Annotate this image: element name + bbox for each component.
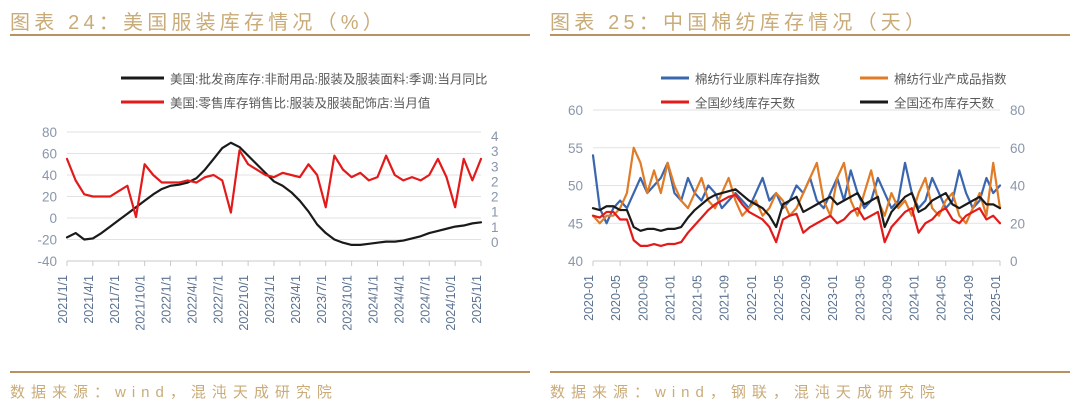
- svg-text:2025-01: 2025-01: [989, 275, 1003, 321]
- svg-text:1: 1: [491, 220, 499, 235]
- svg-text:2023-09: 2023-09: [880, 275, 894, 321]
- svg-text:2024/4/1: 2024/4/1: [392, 275, 406, 324]
- svg-text:1: 1: [491, 205, 499, 220]
- svg-text:2021/4/1: 2021/4/1: [82, 275, 96, 324]
- svg-text:2: 2: [491, 174, 499, 189]
- svg-text:2022/4/1: 2022/4/1: [185, 275, 199, 324]
- svg-text:2023-01: 2023-01: [826, 275, 840, 321]
- svg-text:2022/7/1: 2022/7/1: [211, 275, 225, 324]
- svg-text:2021-01: 2021-01: [663, 275, 677, 321]
- svg-text:20: 20: [42, 190, 57, 205]
- svg-text:60: 60: [568, 103, 583, 118]
- svg-text:50: 50: [568, 179, 583, 194]
- svg-text:0: 0: [491, 235, 499, 250]
- svg-text:2025/1/1: 2025/1/1: [470, 275, 484, 324]
- svg-text:2023-05: 2023-05: [853, 275, 867, 321]
- svg-text:40: 40: [568, 254, 583, 269]
- svg-text:2023/10/1: 2023/10/1: [341, 275, 355, 331]
- svg-text:2021/1/1: 2021/1/1: [56, 275, 70, 324]
- svg-text:2020-05: 2020-05: [609, 275, 623, 321]
- svg-text:2023/4/1: 2023/4/1: [289, 275, 303, 324]
- svg-text:2023/1/1: 2023/1/1: [263, 275, 277, 324]
- svg-text:2020-01: 2020-01: [582, 275, 596, 321]
- svg-text:2024-09: 2024-09: [962, 275, 976, 321]
- svg-text:3: 3: [491, 144, 499, 159]
- svg-text:20: 20: [1010, 216, 1025, 231]
- svg-text:80: 80: [1010, 103, 1025, 118]
- svg-text:60: 60: [1010, 141, 1025, 156]
- svg-text:2021/7/1: 2021/7/1: [108, 275, 122, 324]
- svg-text:2022-01: 2022-01: [745, 275, 759, 321]
- svg-text:2024/1/1: 2024/1/1: [367, 275, 381, 324]
- svg-text:45: 45: [568, 216, 583, 231]
- svg-text:2020-09: 2020-09: [636, 275, 650, 321]
- svg-text:80: 80: [42, 125, 57, 140]
- svg-text:-40: -40: [37, 254, 57, 269]
- svg-text:4: 4: [491, 129, 499, 144]
- svg-text:-20: -20: [37, 233, 57, 248]
- svg-text:2024-01: 2024-01: [908, 275, 922, 321]
- svg-text:2022-05: 2022-05: [772, 275, 786, 321]
- svg-text:2022/10/1: 2022/10/1: [237, 275, 251, 331]
- svg-text:55: 55: [568, 141, 583, 156]
- svg-text:2: 2: [491, 190, 499, 205]
- svg-text:2022-09: 2022-09: [799, 275, 813, 321]
- svg-text:2024/7/1: 2024/7/1: [418, 275, 432, 324]
- svg-text:3: 3: [491, 159, 499, 174]
- svg-text:2023/7/1: 2023/7/1: [315, 275, 329, 324]
- svg-text:2024-05: 2024-05: [935, 275, 949, 321]
- svg-text:2021-05: 2021-05: [691, 275, 705, 321]
- svg-text:40: 40: [1010, 179, 1025, 194]
- svg-text:40: 40: [42, 168, 57, 183]
- svg-text:2024/10/1: 2024/10/1: [444, 275, 458, 331]
- svg-text:2021/10/1: 2021/10/1: [134, 275, 148, 331]
- svg-text:0: 0: [1010, 254, 1018, 269]
- svg-text:0: 0: [49, 211, 57, 226]
- svg-text:2021-09: 2021-09: [718, 275, 732, 321]
- svg-text:2022/1/1: 2022/1/1: [160, 275, 174, 324]
- svg-text:60: 60: [42, 147, 57, 162]
